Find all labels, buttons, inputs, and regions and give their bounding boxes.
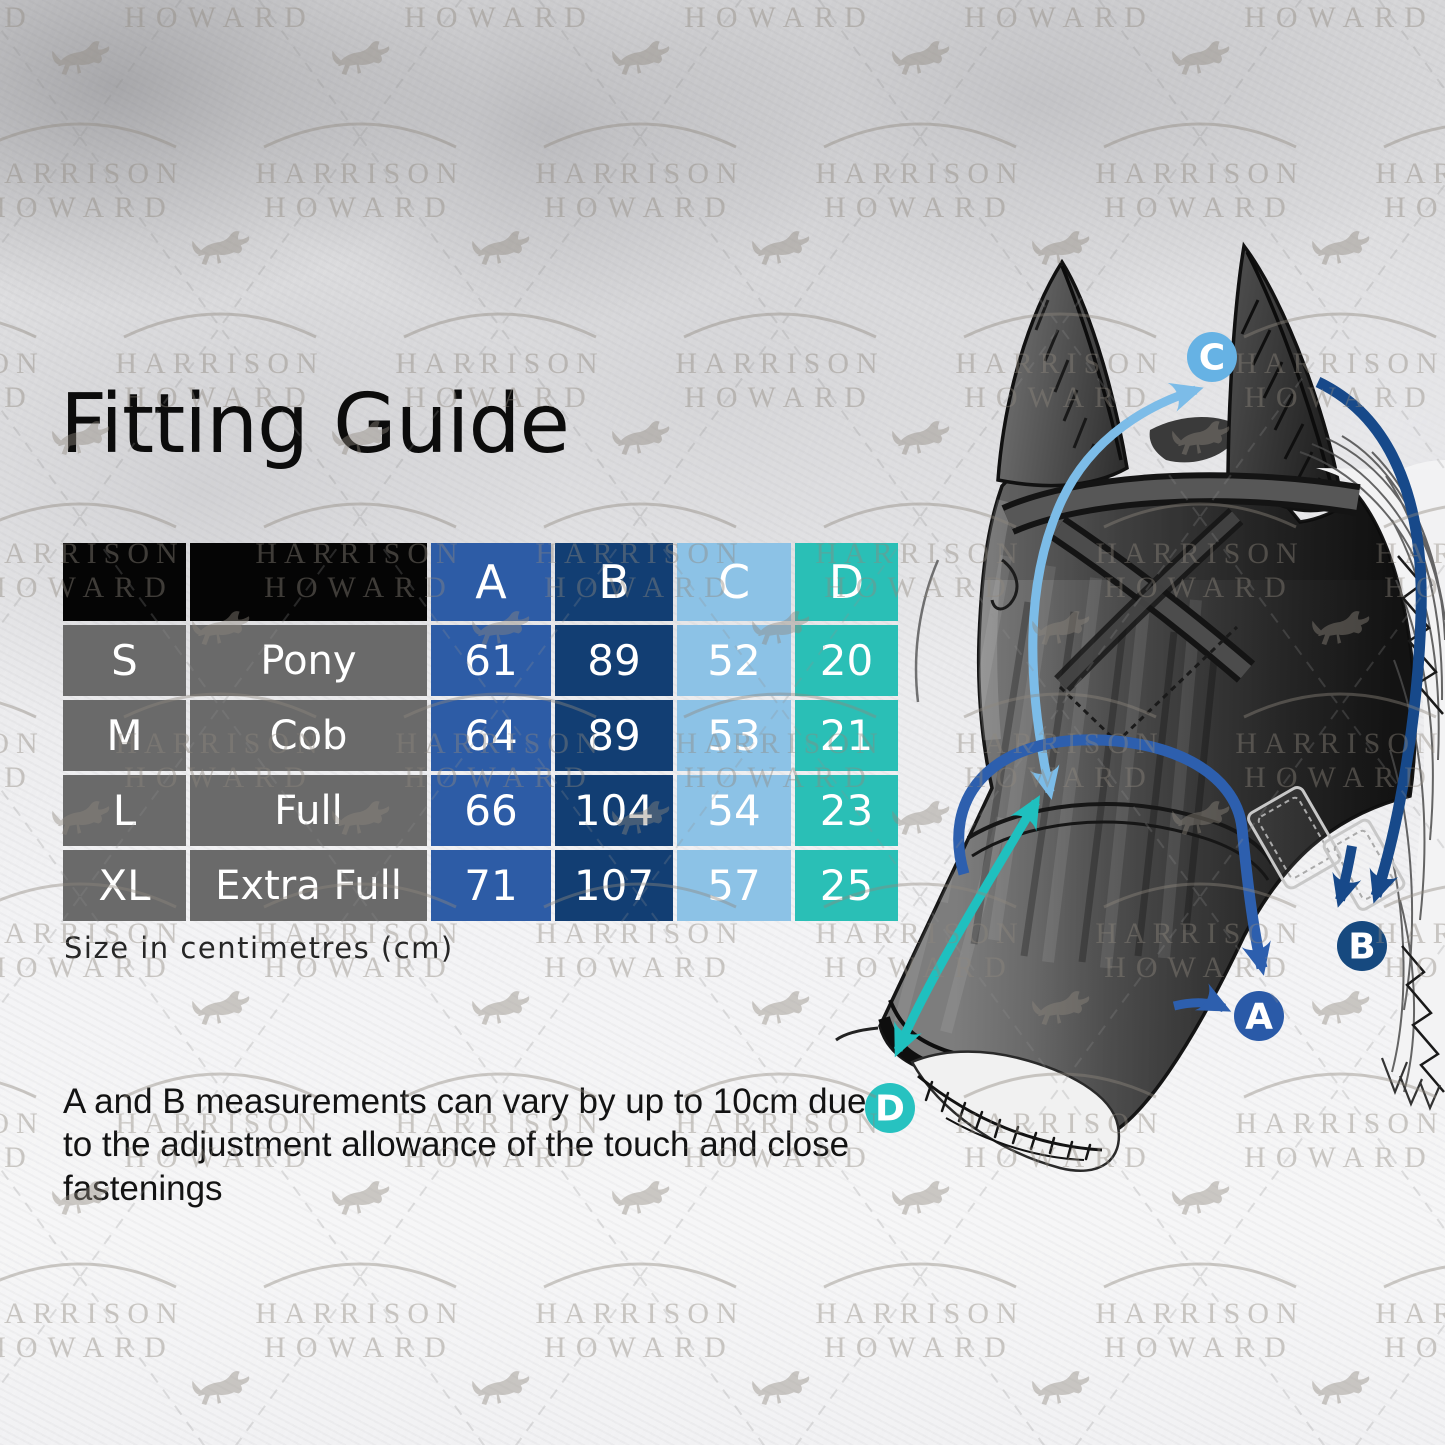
table-cell: 104 xyxy=(555,775,673,846)
table-cell: 89 xyxy=(555,625,673,696)
table-cell: 61 xyxy=(431,625,551,696)
table-cell: 107 xyxy=(555,850,673,921)
table-cell: 71 xyxy=(431,850,551,921)
table-cell: 25 xyxy=(795,850,898,921)
note-line: A and B measurements can vary by up to 1… xyxy=(63,1082,867,1121)
table-cell: 23 xyxy=(795,775,898,846)
table-header-b: B xyxy=(555,543,673,621)
row-size-label: S xyxy=(63,625,186,696)
size-table: A B C D S Pony 61 89 52 20 M Cob 64 89 5… xyxy=(63,543,898,921)
unit-note: Size in centimetres (cm) xyxy=(64,931,454,965)
table-corner-cell xyxy=(63,543,186,621)
table-cell: 20 xyxy=(795,625,898,696)
table-header-d: D xyxy=(795,543,898,621)
row-size-label: XL xyxy=(63,850,186,921)
note-line: to the adjustment allowance of the touch… xyxy=(63,1125,850,1165)
note-line: fastenings xyxy=(63,1168,223,1208)
row-size-label: M xyxy=(63,700,186,771)
table-header-c: C xyxy=(677,543,791,621)
table-corner-cell xyxy=(190,543,427,621)
row-name-label: Cob xyxy=(190,700,427,771)
table-cell: 64 xyxy=(431,700,551,771)
row-name-label: Pony xyxy=(190,625,427,696)
table-cell: 54 xyxy=(677,775,791,846)
table-cell: 89 xyxy=(555,700,673,771)
table-cell: 53 xyxy=(677,700,791,771)
measurement-note: A and B measurements can vary by up to 1… xyxy=(63,1080,943,1210)
table-header-a: A xyxy=(431,543,551,621)
row-name-label: Extra Full xyxy=(190,850,427,921)
row-size-label: L xyxy=(63,775,186,846)
table-cell: 57 xyxy=(677,850,791,921)
page-title: Fitting Guide xyxy=(60,377,570,472)
table-cell: 52 xyxy=(677,625,791,696)
table-cell: 66 xyxy=(431,775,551,846)
row-name-label: Full xyxy=(190,775,427,846)
table-cell: 21 xyxy=(795,700,898,771)
